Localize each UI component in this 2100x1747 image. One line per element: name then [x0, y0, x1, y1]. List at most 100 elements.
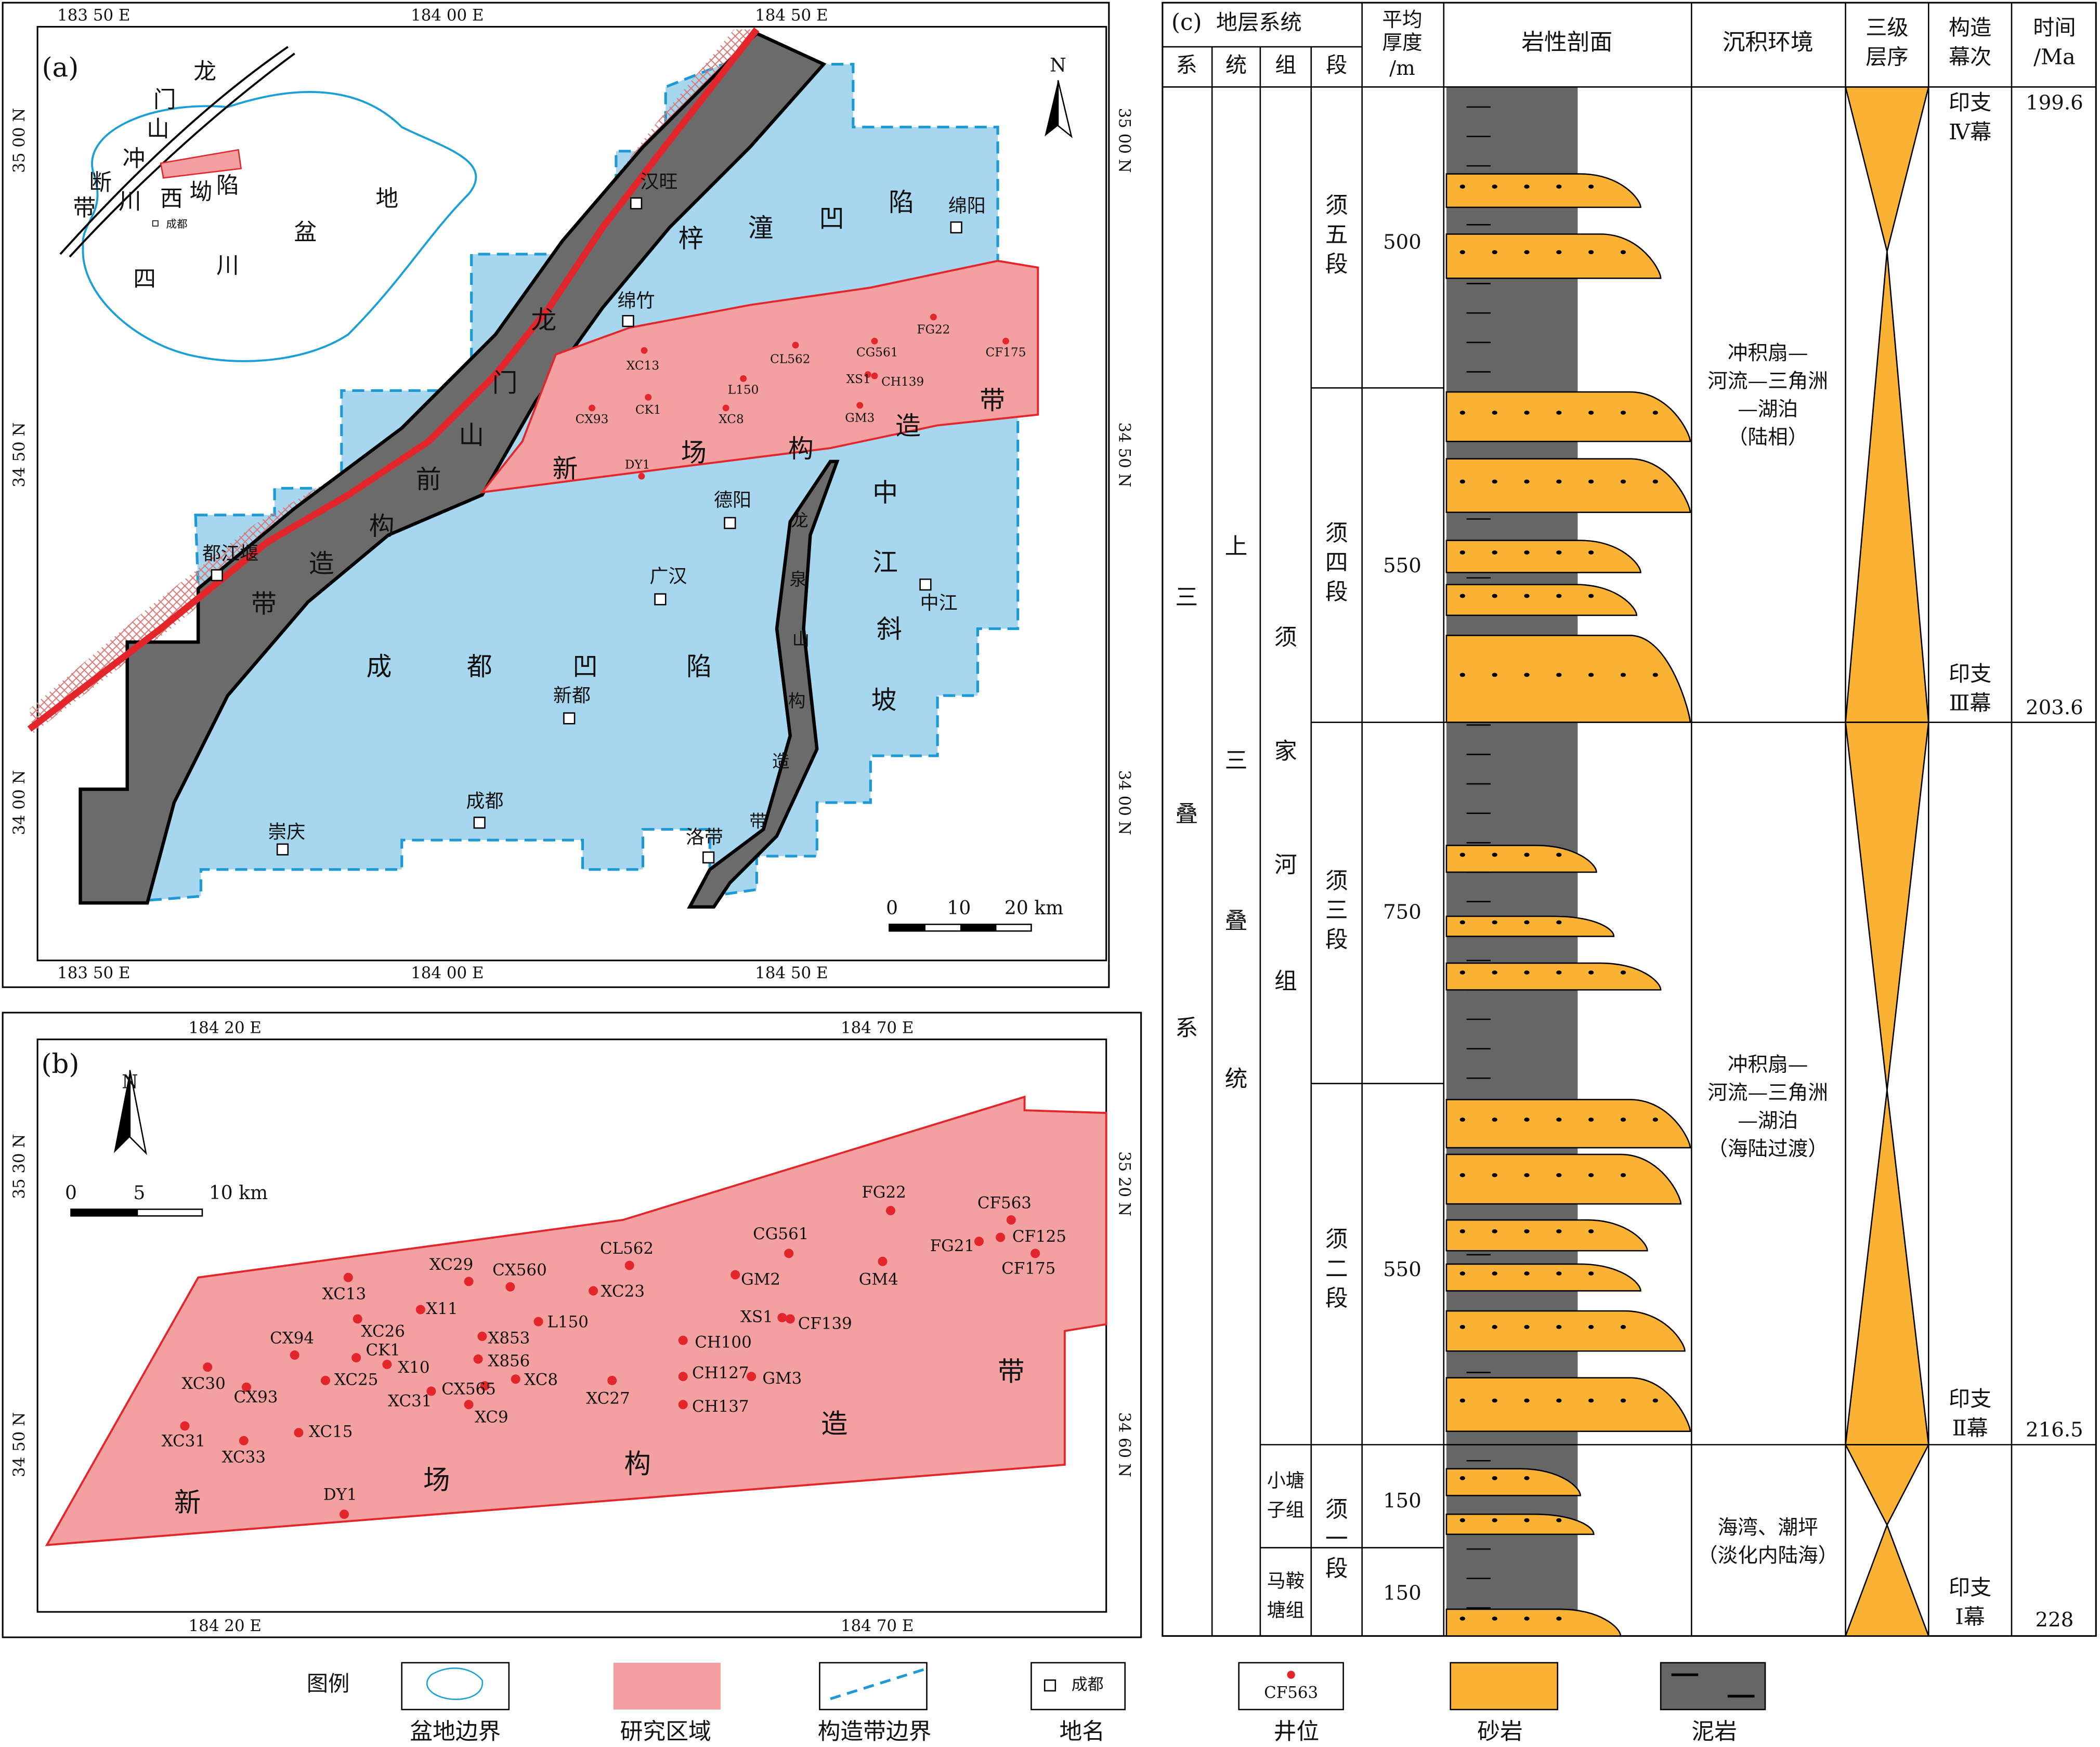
- well-dot: [678, 1335, 688, 1345]
- sandstone-grain: [1459, 1173, 1466, 1177]
- well-dot: [792, 341, 799, 349]
- environment-label: 海湾、潮坪: [1718, 1516, 1818, 1540]
- legend-icon: [613, 1662, 721, 1710]
- north-label: N: [122, 1072, 138, 1093]
- legend-sample: 成都: [1072, 1675, 1104, 1694]
- well-dot: [974, 1237, 984, 1246]
- place-marker: [473, 817, 486, 829]
- header-label: 统: [1225, 52, 1247, 77]
- well-label: XC8: [719, 412, 744, 426]
- episode-label: 印支: [1949, 1386, 1991, 1411]
- sandstone-grain: [1652, 411, 1658, 415]
- place-marker: [724, 517, 736, 529]
- north-label: N: [1050, 55, 1066, 76]
- well-label: CG561: [753, 1225, 808, 1243]
- well-label: XC33: [222, 1448, 266, 1467]
- series-label: 上: [1225, 533, 1248, 560]
- well-label: CF175: [985, 345, 1026, 359]
- sandstone-grain: [1492, 1325, 1497, 1329]
- place-label: 新都: [553, 685, 591, 706]
- well-dot: [477, 1331, 487, 1341]
- sandstone-grain: [1588, 1398, 1594, 1403]
- coord-label: 34 50 N: [10, 422, 29, 487]
- inset-label: 川: [216, 253, 239, 279]
- well-dot: [382, 1359, 392, 1369]
- well-dot: [473, 1354, 483, 1364]
- thickness-value: 150: [1383, 1582, 1421, 1605]
- formation-label: 须: [1274, 624, 1297, 651]
- well-dot: [731, 1270, 740, 1280]
- coord-label: 184 20 E: [189, 1617, 262, 1635]
- thickness-value: 550: [1383, 1258, 1421, 1281]
- inset-label: 冲: [123, 146, 146, 172]
- sandstone-grain: [1492, 550, 1497, 555]
- inset-fault: [59, 46, 295, 258]
- sandstone-grain: [1556, 920, 1562, 925]
- well-label: FG22: [917, 323, 950, 337]
- well-dot: [624, 1260, 634, 1270]
- scale-bar: [71, 1209, 138, 1216]
- sandstone-grain: [1459, 250, 1466, 254]
- sandstone-grain: [1588, 411, 1594, 415]
- zone-label: 梓: [679, 224, 704, 254]
- member-label: 段: [1325, 1285, 1348, 1311]
- well-dot: [505, 1282, 515, 1292]
- north-arrow: [129, 1070, 147, 1155]
- sandstone-grain: [1620, 411, 1626, 415]
- sandstone-grain: [1556, 1271, 1562, 1276]
- place-label: 绵竹: [618, 291, 655, 312]
- episode-label: 印支: [1949, 661, 1991, 686]
- well-label: X10: [398, 1358, 429, 1377]
- coord-label: 184 50 E: [755, 964, 828, 982]
- environment-label: （陆相）: [1728, 426, 1808, 449]
- coord-label: 34 00 N: [10, 770, 29, 835]
- longmenshan-belt: [79, 31, 827, 905]
- well-label: CH100: [695, 1333, 752, 1351]
- sandstone-grain: [1524, 594, 1530, 598]
- sandstone-grain: [1492, 1518, 1497, 1522]
- inset-label: 山: [147, 116, 169, 142]
- place-marker: [563, 712, 576, 725]
- coord-label: 34 50 N: [10, 1412, 29, 1477]
- well-dot: [607, 1375, 617, 1385]
- place-marker: [654, 593, 667, 606]
- well-label: CF175: [1001, 1259, 1055, 1278]
- well-dot: [464, 1277, 474, 1286]
- member-label: 须: [1325, 520, 1348, 546]
- header-label: 平均: [1382, 8, 1422, 32]
- well-dot: [777, 1312, 787, 1322]
- member-label: 三: [1325, 897, 1348, 924]
- environment-label: （淡化内陆海）: [1698, 1544, 1838, 1568]
- sandstone-body: [1445, 1310, 1686, 1352]
- coord-label: 35 20 N: [1115, 1151, 1134, 1216]
- sandstone-grain: [1459, 852, 1466, 857]
- inset-label: 断: [89, 169, 112, 196]
- well-dot: [885, 1206, 895, 1216]
- sandstone-body: [1445, 458, 1691, 513]
- legend-icon: [1044, 1679, 1056, 1692]
- zone-label: 构: [788, 434, 814, 464]
- legend-icon: [1450, 1662, 1559, 1711]
- well-label: GM4: [859, 1270, 898, 1289]
- environment-label: 冲积扇—: [1728, 1053, 1808, 1076]
- well-dot: [856, 402, 864, 409]
- well-label: XC29: [429, 1255, 473, 1274]
- zone-label: 泉: [789, 569, 806, 589]
- sandstone-grain: [1459, 1476, 1466, 1480]
- sandstone-grain: [1524, 1476, 1530, 1480]
- well-label: CX93: [234, 1388, 278, 1407]
- sandstone-body: [1445, 635, 1691, 723]
- study-area: [45, 1095, 1107, 1546]
- well-dot: [864, 371, 871, 378]
- well-dot: [784, 1249, 794, 1258]
- zone-label: 前: [416, 465, 441, 494]
- north-arrow: [1057, 80, 1073, 138]
- zone-label: 构: [788, 691, 805, 711]
- sandstone-body: [1445, 1377, 1691, 1432]
- sandstone-grain: [1588, 250, 1594, 254]
- time-value: 228: [2036, 1608, 2074, 1632]
- well-label: XS1: [740, 1307, 773, 1326]
- member-label: 段: [1325, 579, 1348, 606]
- legend-label: 砂岩: [1477, 1718, 1523, 1745]
- sandstone-body: [1445, 1219, 1648, 1252]
